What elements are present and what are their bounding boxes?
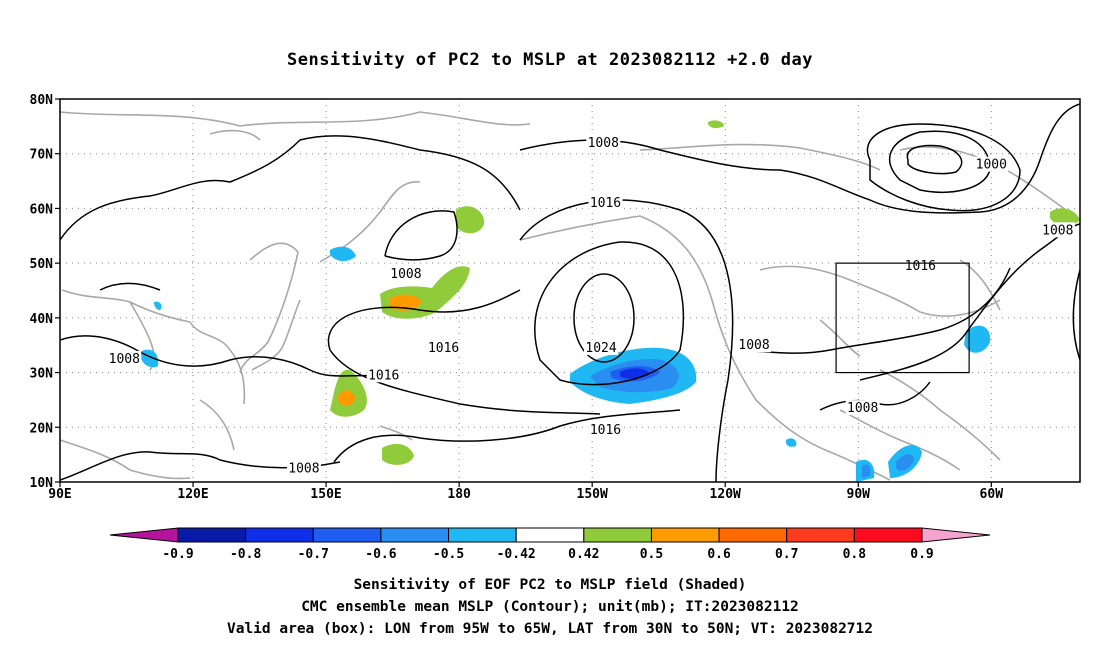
contour-label-bg [1040,222,1075,238]
colorbar-label: -0.7 [298,547,329,562]
lon-tick-label: 60W [980,487,1004,502]
shade-cyan [786,438,797,447]
lon-tick-label: 90E [48,487,71,502]
colorbar-label: 0.7 [775,547,798,562]
contour-label: 1024 [585,341,616,356]
contour-label: 1016 [368,368,399,383]
contour-label-bg [974,156,1009,172]
contour-label-bg [366,367,401,383]
contour-label-bg [286,460,321,476]
contour-label: 1016 [905,259,936,274]
colorbar-bin [312,527,382,543]
caption-line-valid-area: Valid area (box): LON from 95W to 65W, L… [226,621,873,637]
lon-tick-label: 150W [577,487,608,502]
colorbar-label: 0.42 [568,547,599,562]
shade-green [382,443,414,465]
contour-label-bg [588,194,623,210]
lon-tick-label: 120W [710,487,741,502]
contour-label: 1008 [288,461,319,476]
shade-blue [862,464,871,478]
lat-tick-label: 80N [30,93,54,108]
colorbar-high-triangle [921,527,991,543]
shade-green [1050,208,1080,226]
contour-label-bg [903,257,938,273]
lat-tick-label: 70N [30,148,54,163]
lon-tick-label: 150E [310,487,341,502]
contour-label-bg [737,337,772,353]
lat-tick-label: 40N [30,312,54,327]
colorbar-label: -0.9 [162,547,193,562]
plot-caption: Sensitivity of EOF PC2 to MSLP field (Sh… [0,574,1100,640]
contour-label: 1000 [976,158,1007,173]
colorbar-bin [583,527,652,543]
contour-label: 1016 [590,423,621,438]
contour-label: 1016 [428,341,459,356]
lat-tick-label: 50N [30,257,54,272]
colorbar-bin [718,527,788,543]
contour-labels: 1008 1000 1008 1016 1008 1016 1016 1024 1008 1008… [107,134,1075,476]
shade-orange [338,390,356,406]
contour-label-bg [845,400,880,416]
colorbar-label: -0.42 [497,547,536,562]
colorbar-label: -0.8 [230,547,261,562]
contour-label: 1008 [588,136,619,151]
contour-label: 1008 [109,352,140,367]
contour-label-bg [586,134,621,150]
colorbar-bin [380,527,450,543]
mslp-contours [60,103,1080,482]
contour-label-bg [426,339,461,355]
latitude-axis: 80N 70N 60N 50N 40N 30N 20N 10N [30,93,60,491]
colorbar-bin [786,527,855,543]
contour-label: 1008 [390,267,421,282]
map-gridlines [60,99,1080,482]
shade-blue [896,454,914,471]
lon-tick-label: 90W [847,487,871,502]
shade-green [456,206,485,234]
contour-label: 1008 [847,401,878,416]
lon-tick-label: 180 [447,487,471,502]
lat-tick-label: 20N [30,421,54,436]
longitude-axis: 90E 120E 150E 180 150W 120W 90W 60W [48,482,1003,502]
valid-area-box [835,262,970,374]
contour-label-bg [584,339,619,355]
plot-title: Sensitivity of PC2 to MSLP at 2023082112… [286,50,813,70]
caption-line-shaded: Sensitivity of EOF PC2 to MSLP field (Sh… [353,577,747,593]
colorbar-bin [650,527,720,543]
colorbar-label: -0.6 [365,547,396,562]
contour-label: 1016 [590,196,621,211]
colorbar-label: -0.5 [433,547,464,562]
contour-label: 1008 [1042,223,1073,238]
contour-label-bg [388,266,423,282]
colorbar-label: 0.9 [910,547,933,562]
lat-tick-label: 30N [30,367,54,382]
coastlines [60,111,1080,481]
colorbar-bin [245,527,314,543]
caption-line-contour: CMC ensemble mean MSLP (Contour); unit(m… [301,599,799,615]
contour-label: 1008 [738,338,769,353]
colorbar: -0.9 -0.8 -0.7 -0.6 -0.5 -0.42 0.42 0.5 0.6 0.7 0.… [109,527,991,562]
colorbar-bin [853,527,923,543]
shade-cyan [330,246,356,262]
lat-tick-label: 10N [30,476,54,491]
colorbar-bin [177,527,247,543]
contour-label-bg [588,422,623,438]
shade-green [708,120,724,129]
lon-tick-label: 120E [177,487,208,502]
contour-label-bg [107,350,142,366]
lat-tick-label: 60N [30,202,54,217]
colorbar-low-triangle [109,527,179,543]
colorbar-label: 0.8 [843,547,867,562]
colorbar-label: 0.6 [707,547,731,562]
plot-frame [59,98,1081,483]
shade-cyan [154,301,162,310]
sensitivity-shading [140,120,1080,482]
shade-cyan [964,325,991,353]
colorbar-bin [515,527,585,543]
colorbar-label: 0.5 [640,547,663,562]
colorbar-bin [448,527,517,543]
